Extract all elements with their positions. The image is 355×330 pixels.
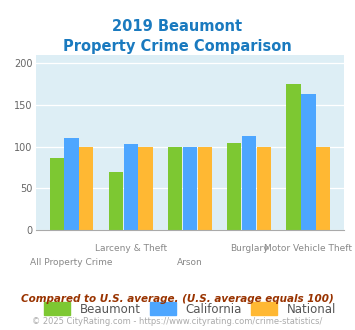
Bar [257,147,271,230]
Bar [109,172,123,230]
Bar [138,147,153,230]
Text: Compared to U.S. average. (U.S. average equals 100): Compared to U.S. average. (U.S. average … [21,294,334,304]
Text: Motor Vehicle Theft: Motor Vehicle Theft [264,244,353,253]
Text: Burglary: Burglary [230,244,268,253]
Bar [124,144,138,230]
Bar [286,84,301,230]
Bar [301,94,316,230]
Bar [183,147,197,230]
Legend: Beaumont, California, National: Beaumont, California, National [39,297,340,320]
Bar [168,147,182,230]
Bar [50,158,64,230]
Bar [242,136,256,230]
Text: 2019 Beaumont: 2019 Beaumont [113,19,242,34]
Bar [316,147,330,230]
Bar [64,138,78,230]
Bar [198,147,212,230]
Text: Arson: Arson [177,258,203,267]
Bar [79,147,93,230]
Text: © 2025 CityRating.com - https://www.cityrating.com/crime-statistics/: © 2025 CityRating.com - https://www.city… [32,317,323,326]
Text: Property Crime Comparison: Property Crime Comparison [63,39,292,54]
Text: Larceny & Theft: Larceny & Theft [95,244,167,253]
Text: All Property Crime: All Property Crime [30,258,113,267]
Bar [227,143,241,230]
